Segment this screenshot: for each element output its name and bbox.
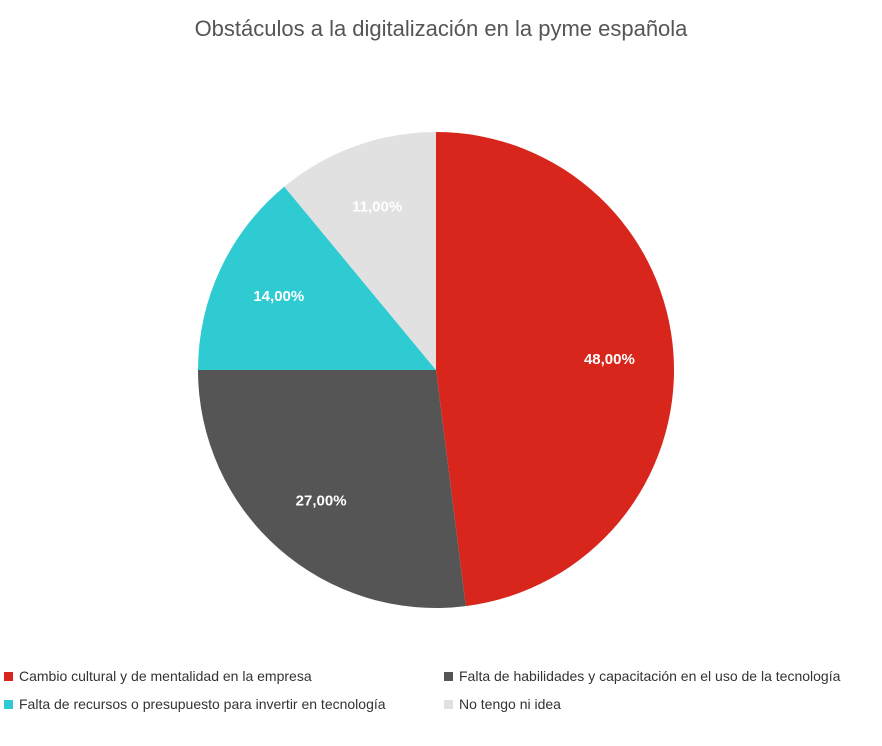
chart-legend: Cambio cultural y de mentalidad en la em… <box>0 664 882 724</box>
legend-item-falta-recursos[interactable]: Falta de recursos o presupuesto para inv… <box>4 694 386 714</box>
pie-slice-3[interactable] <box>284 132 436 370</box>
legend-item-falta-habilidades[interactable]: Falta de habilidades y capacitación en e… <box>444 666 840 686</box>
pie-slice-2[interactable] <box>198 186 436 370</box>
pie-chart: 48,00% 27,00% 14,00% 11,00% <box>198 132 675 608</box>
legend-label: Falta de recursos o presupuesto para inv… <box>19 696 386 712</box>
slice-data-label-0: 48,00% <box>584 351 635 368</box>
legend-swatch <box>4 671 13 681</box>
legend-swatch <box>4 699 13 709</box>
legend-item-no-idea[interactable]: No tengo ni idea <box>444 694 561 714</box>
legend-label: Cambio cultural y de mentalidad en la em… <box>19 668 312 684</box>
pie-slice-0[interactable] <box>436 132 675 607</box>
legend-swatch <box>444 699 453 709</box>
slice-data-label-1: 27,00% <box>296 492 347 509</box>
pie-slice-1[interactable] <box>198 370 466 608</box>
legend-label: Falta de habilidades y capacitación en e… <box>459 668 841 684</box>
legend-swatch <box>444 671 453 681</box>
legend-item-cambio-cultural[interactable]: Cambio cultural y de mentalidad en la em… <box>4 666 312 686</box>
legend-label: No tengo ni idea <box>459 696 561 712</box>
slice-data-label-3: 11,00% <box>352 199 402 216</box>
chart-title: Obstáculos a la digitalización en la pym… <box>194 16 688 41</box>
slice-data-label-2: 14,00% <box>253 288 304 305</box>
